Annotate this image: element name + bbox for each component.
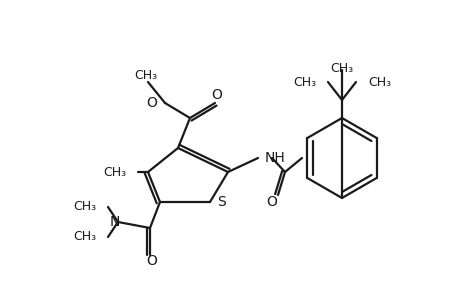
Text: NH: NH — [264, 151, 285, 165]
Text: CH₃: CH₃ — [330, 62, 353, 75]
Text: CH₃: CH₃ — [73, 230, 96, 244]
Text: O: O — [266, 195, 277, 209]
Text: O: O — [146, 96, 157, 110]
Text: CH₃: CH₃ — [103, 166, 126, 178]
Text: N: N — [109, 215, 120, 229]
Text: CH₃: CH₃ — [292, 76, 315, 88]
Text: CH₃: CH₃ — [134, 68, 157, 82]
Text: CH₃: CH₃ — [367, 76, 390, 88]
Text: O: O — [146, 254, 157, 268]
Text: CH₃: CH₃ — [73, 200, 96, 214]
Text: S: S — [217, 195, 225, 209]
Text: O: O — [211, 88, 222, 102]
